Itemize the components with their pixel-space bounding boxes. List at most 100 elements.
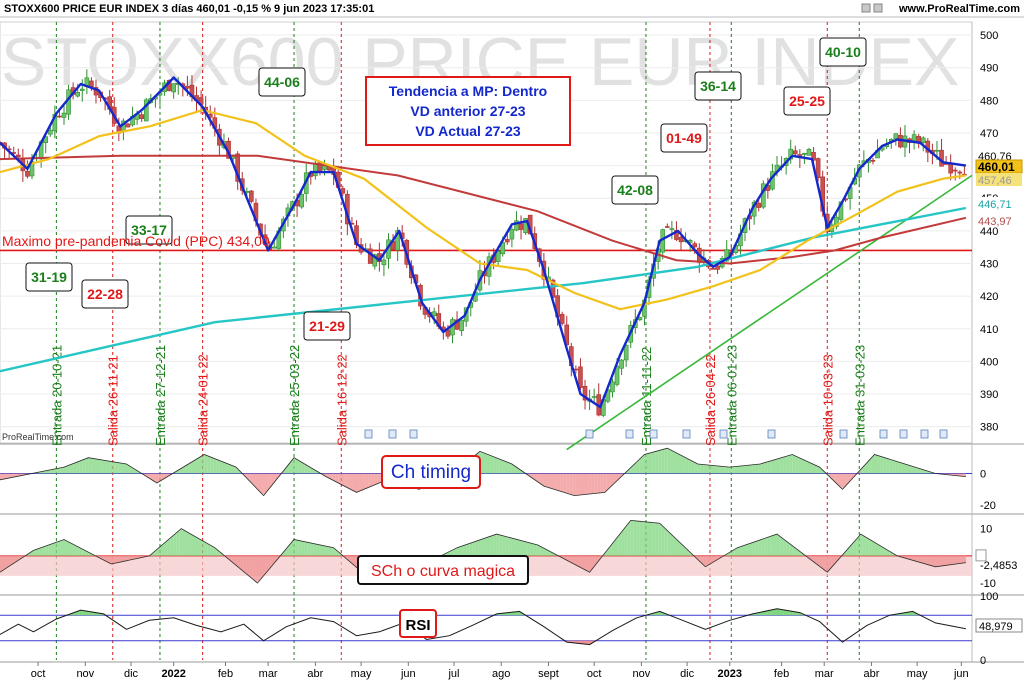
ytick-label: 10: [980, 524, 992, 536]
area-positive: [692, 461, 695, 474]
area-positive: [737, 547, 740, 556]
area-positive: [536, 545, 539, 556]
area-positive: [661, 525, 664, 556]
area-positive: [783, 539, 786, 556]
area-positive: [765, 537, 768, 556]
area-negative: [360, 473, 363, 491]
xtick-label: jun: [400, 668, 416, 680]
area-positive: [98, 459, 101, 473]
area-positive: [902, 463, 905, 473]
area-positive: [296, 459, 299, 474]
candle-body: [341, 188, 345, 193]
candle-body: [610, 382, 614, 392]
document-icon: [683, 430, 690, 438]
marker-label-entrada: Entrada 31-03-23: [852, 345, 867, 446]
candle-body: [871, 160, 875, 161]
area-negative: [256, 556, 259, 582]
area-positive: [750, 465, 753, 474]
area-positive: [207, 456, 210, 474]
area-positive: [174, 533, 177, 556]
area-positive: [649, 522, 652, 556]
area-negative: [938, 556, 941, 566]
area-negative: [588, 473, 591, 494]
candle-body: [76, 92, 80, 96]
area-positive: [896, 461, 899, 473]
candle-body: [432, 312, 436, 316]
area-negative: [579, 473, 582, 495]
area-positive: [631, 520, 634, 555]
area-negative: [259, 556, 262, 581]
area-negative: [542, 473, 545, 486]
xtick-label: jun: [953, 668, 969, 680]
area-positive: [494, 534, 497, 556]
score-label-green: 40-10: [825, 44, 861, 60]
candle-body: [802, 153, 806, 154]
area-positive: [518, 540, 521, 556]
area-positive: [481, 538, 484, 556]
area-positive: [625, 524, 628, 556]
area-positive: [759, 539, 762, 556]
area-negative: [545, 473, 548, 487]
header-title: STOXX600 PRICE EUR INDEX 3 días 460,01 -…: [4, 3, 374, 15]
rsi-title: RSI: [405, 617, 430, 634]
area-positive: [195, 536, 198, 555]
area-positive: [46, 545, 49, 556]
area-negative: [250, 556, 253, 579]
area-positive: [725, 467, 728, 474]
candle-body: [126, 124, 130, 127]
area-positive: [527, 542, 530, 556]
area-positive: [798, 457, 801, 473]
ytick-label: 390: [980, 389, 998, 401]
area-negative: [929, 556, 932, 566]
area-positive: [661, 449, 664, 473]
area-positive: [91, 458, 94, 473]
area-positive: [679, 454, 682, 473]
area-negative: [841, 473, 844, 487]
area-positive: [774, 534, 777, 556]
area-positive: [296, 540, 299, 556]
score-label-red: 01-49: [666, 130, 702, 146]
area-positive: [110, 461, 113, 473]
area-positive: [195, 458, 198, 473]
area-negative: [372, 473, 375, 486]
settings-icon[interactable]: [874, 4, 882, 12]
area-positive: [210, 457, 213, 474]
candle-body: [368, 249, 372, 264]
xtick-label: ago: [492, 668, 510, 680]
area-positive: [667, 530, 670, 555]
area-negative: [579, 556, 582, 568]
document-icon: [410, 430, 417, 438]
candle-body: [140, 115, 144, 119]
area-negative: [600, 473, 603, 492]
area-positive: [710, 465, 713, 473]
area-positive: [533, 544, 536, 556]
xtick-label: sept: [538, 668, 559, 680]
area-positive: [771, 535, 774, 556]
candle-body: [16, 155, 20, 157]
xtick-label: jul: [447, 668, 459, 680]
area-negative: [564, 473, 567, 493]
area-positive: [317, 544, 320, 556]
candle-body: [574, 369, 578, 370]
area-positive: [509, 537, 512, 556]
area-positive: [107, 461, 110, 474]
ytick-label: 500: [980, 30, 998, 42]
candle-body: [793, 151, 797, 154]
area-negative: [116, 556, 119, 563]
area-positive: [865, 537, 868, 556]
area-positive: [637, 521, 640, 556]
trend-line-3: VD Actual 27-23: [415, 123, 521, 139]
area-positive: [171, 535, 174, 556]
candle-body: [25, 171, 29, 176]
xtick-label: oct: [31, 668, 46, 680]
area-positive: [329, 547, 332, 556]
expand-icon[interactable]: [862, 4, 870, 12]
area-negative: [369, 473, 372, 487]
area-positive: [52, 543, 55, 556]
area-positive: [777, 534, 780, 556]
xtick-label: mar: [815, 668, 834, 680]
candle-body: [560, 314, 564, 323]
score-label-green: 31-19: [31, 269, 67, 285]
area-negative: [923, 556, 926, 564]
